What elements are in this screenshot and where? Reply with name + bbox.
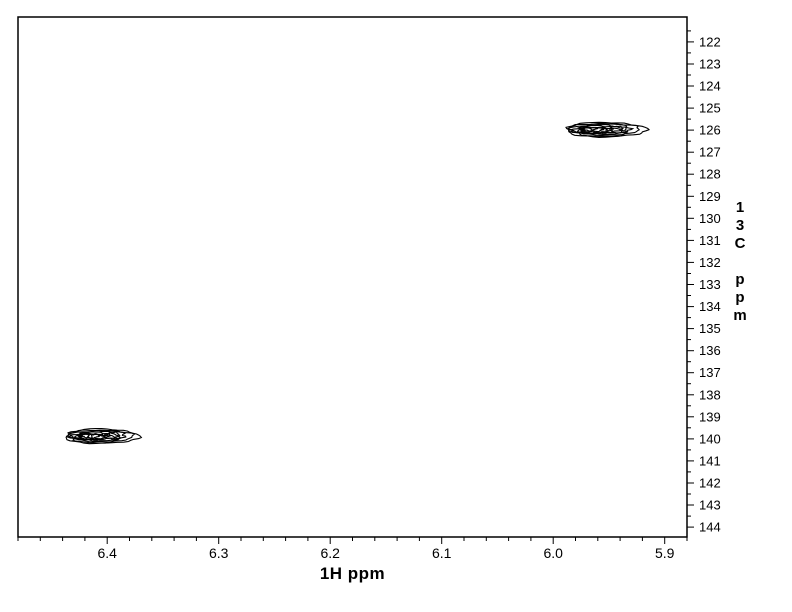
y-axis-title-char: p: [735, 289, 745, 306]
y-tick-label: 122: [699, 34, 721, 49]
cross-peak: [65, 428, 143, 445]
contour-line: [69, 430, 120, 442]
contour-line: [77, 433, 90, 440]
x-tick-label: 6.4: [97, 545, 117, 561]
contour-line: [73, 431, 117, 441]
y-tick-label: 127: [699, 145, 721, 160]
y-axis: 122 123 124 125 126 127 128 129 130 131 132 133 134 1…: [687, 30, 721, 535]
contour-line: [608, 125, 628, 134]
x-tick-label: 6.0: [543, 545, 563, 561]
y-tick-label: 130: [699, 211, 721, 226]
y-tick-label: 123: [699, 57, 721, 72]
y-axis-title-char: C: [734, 235, 746, 252]
x-tick-label: 6.1: [432, 545, 452, 561]
y-tick-label: 131: [699, 233, 721, 248]
y-tick-label: 129: [699, 189, 721, 204]
y-tick-label: 138: [699, 387, 721, 402]
contour-line: [65, 428, 143, 445]
x-axis-title: 1H ppm: [319, 564, 386, 583]
y-tick-label: 136: [699, 343, 721, 358]
y-tick-label: 144: [699, 520, 721, 535]
y-axis-title-char: 1: [735, 199, 745, 216]
y-axis-title-char: m: [733, 307, 747, 324]
y-tick-label: 139: [699, 409, 721, 424]
y-tick-label: 133: [699, 277, 721, 292]
y-tick-label: 135: [699, 321, 721, 336]
x-axis: 6.4 6.3 6.2 6.1 6.0 5.9: [17, 537, 688, 561]
contour-line: [591, 126, 610, 135]
y-axis-title-char: 3: [735, 217, 745, 234]
x-tick-label: 6.2: [320, 545, 340, 561]
contour-line: [89, 433, 106, 441]
y-tick-label: 141: [699, 453, 721, 468]
plot-frame: [17, 16, 688, 538]
y-axis-title-char: p: [735, 271, 745, 288]
y-tick-label: 143: [699, 498, 721, 513]
y-tick-label: 128: [699, 167, 721, 182]
y-tick-label: 126: [699, 123, 721, 138]
cross-peak: [565, 121, 650, 138]
x-tick-label: 5.9: [655, 545, 675, 561]
y-tick-label: 132: [699, 255, 721, 270]
contour-line: [103, 431, 121, 440]
contour-line: [580, 126, 594, 133]
y-tick-label: 140: [699, 431, 721, 446]
y-tick-label: 137: [699, 365, 721, 380]
y-tick-label: 124: [699, 79, 721, 94]
y-tick-label: 134: [699, 299, 721, 314]
y-tick-label: 125: [699, 101, 721, 116]
y-axis-title-char: [728, 253, 752, 271]
y-tick-label: 142: [699, 476, 721, 491]
x-tick-label: 6.3: [209, 545, 229, 561]
